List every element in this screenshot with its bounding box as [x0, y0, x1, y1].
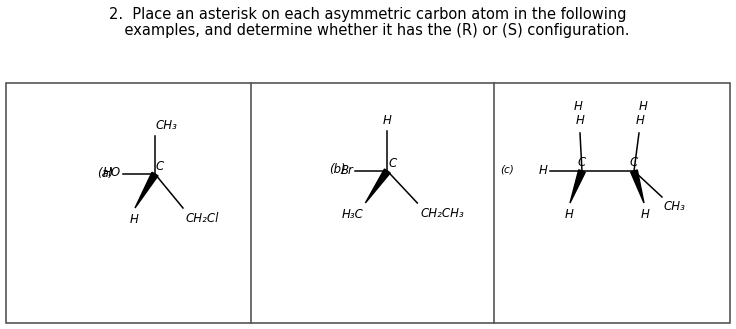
Text: C: C [156, 160, 164, 173]
Text: C: C [630, 156, 638, 169]
Text: C: C [578, 156, 586, 169]
Polygon shape [631, 170, 644, 203]
Text: examples, and determine whether it has the (R) or (S) configuration.: examples, and determine whether it has t… [106, 23, 630, 38]
Text: (c): (c) [500, 165, 514, 175]
Text: CH₂CH₃: CH₂CH₃ [420, 207, 464, 220]
Text: CH₂Cl: CH₂Cl [185, 212, 219, 225]
Polygon shape [135, 172, 158, 208]
Text: Br: Br [341, 164, 353, 176]
Text: H: H [576, 114, 584, 127]
Text: H: H [573, 100, 582, 113]
Text: CH₃: CH₃ [664, 200, 686, 213]
Text: H: H [640, 208, 649, 221]
Bar [6, 83, 730, 323]
Text: H₃C: H₃C [342, 208, 364, 221]
Text: HO: HO [103, 166, 121, 180]
Text: H: H [565, 208, 573, 221]
Text: CH₃: CH₃ [156, 119, 178, 132]
Text: H: H [539, 164, 548, 176]
Polygon shape [365, 169, 390, 203]
Text: H: H [636, 114, 645, 127]
Text: H: H [130, 213, 138, 226]
Polygon shape [570, 170, 585, 203]
Text: (b): (b) [329, 164, 346, 176]
Text: (a): (a) [97, 166, 113, 180]
Text: H: H [639, 100, 648, 113]
Text: C: C [389, 157, 397, 170]
Text: H: H [383, 114, 392, 127]
Text: 2.  Place an asterisk on each asymmetric carbon atom in the following: 2. Place an asterisk on each asymmetric … [109, 7, 627, 22]
